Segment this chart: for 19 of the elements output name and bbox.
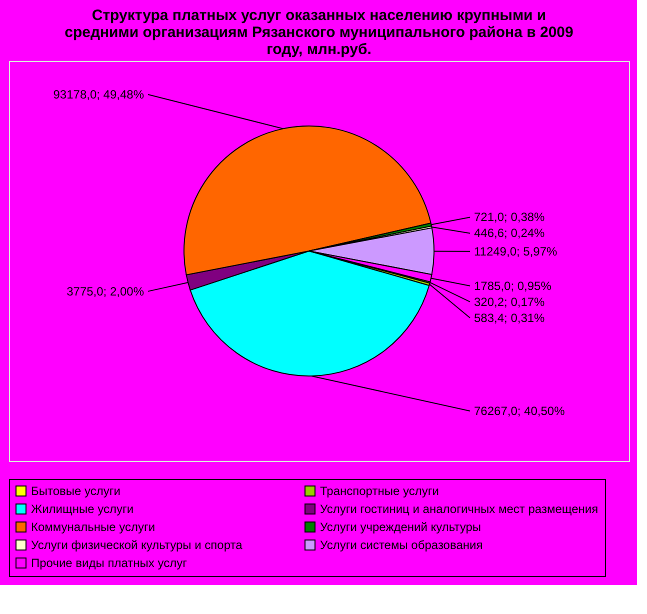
- legend-label: Услуги гостиниц и аналогичных мест размещения: [320, 502, 598, 516]
- data-label: 76267,0; 40,50%: [474, 404, 566, 418]
- legend-label: Бытовые услуги: [31, 484, 120, 498]
- legend-label: Коммунальные услуги: [31, 520, 156, 534]
- data-label: 3775,0; 2,00%: [66, 284, 144, 298]
- data-label: 446,6; 0,24%: [474, 226, 546, 240]
- data-label: 320,2; 0,17%: [474, 294, 546, 309]
- legend-label: Транспортные услуги: [320, 484, 439, 498]
- data-label: 93178,0; 49,48%: [53, 87, 144, 102]
- data-label: 11249,0; 5,97%: [474, 244, 558, 258]
- data-label: 1785,0; 0,95%: [474, 278, 552, 293]
- legend-label: Прочие виды платных услуг: [31, 556, 188, 570]
- data-label: 721,0; 0,38%: [474, 210, 546, 224]
- legend-label: Услуги физической культуры и спорта: [31, 538, 243, 552]
- legend-label: Услуги системы образования: [320, 538, 483, 552]
- legend-label: Жилищные услуги: [31, 502, 134, 516]
- legend-label: Услуги учреждений культуры: [320, 520, 482, 534]
- chart-title: Структура платных услуг оказанных населению крупными и средними организациям Рязанского муниципального района в 2009 году, млн.руб.: [64, 7, 574, 58]
- data-label: 583,4; 0,31%: [474, 310, 546, 325]
